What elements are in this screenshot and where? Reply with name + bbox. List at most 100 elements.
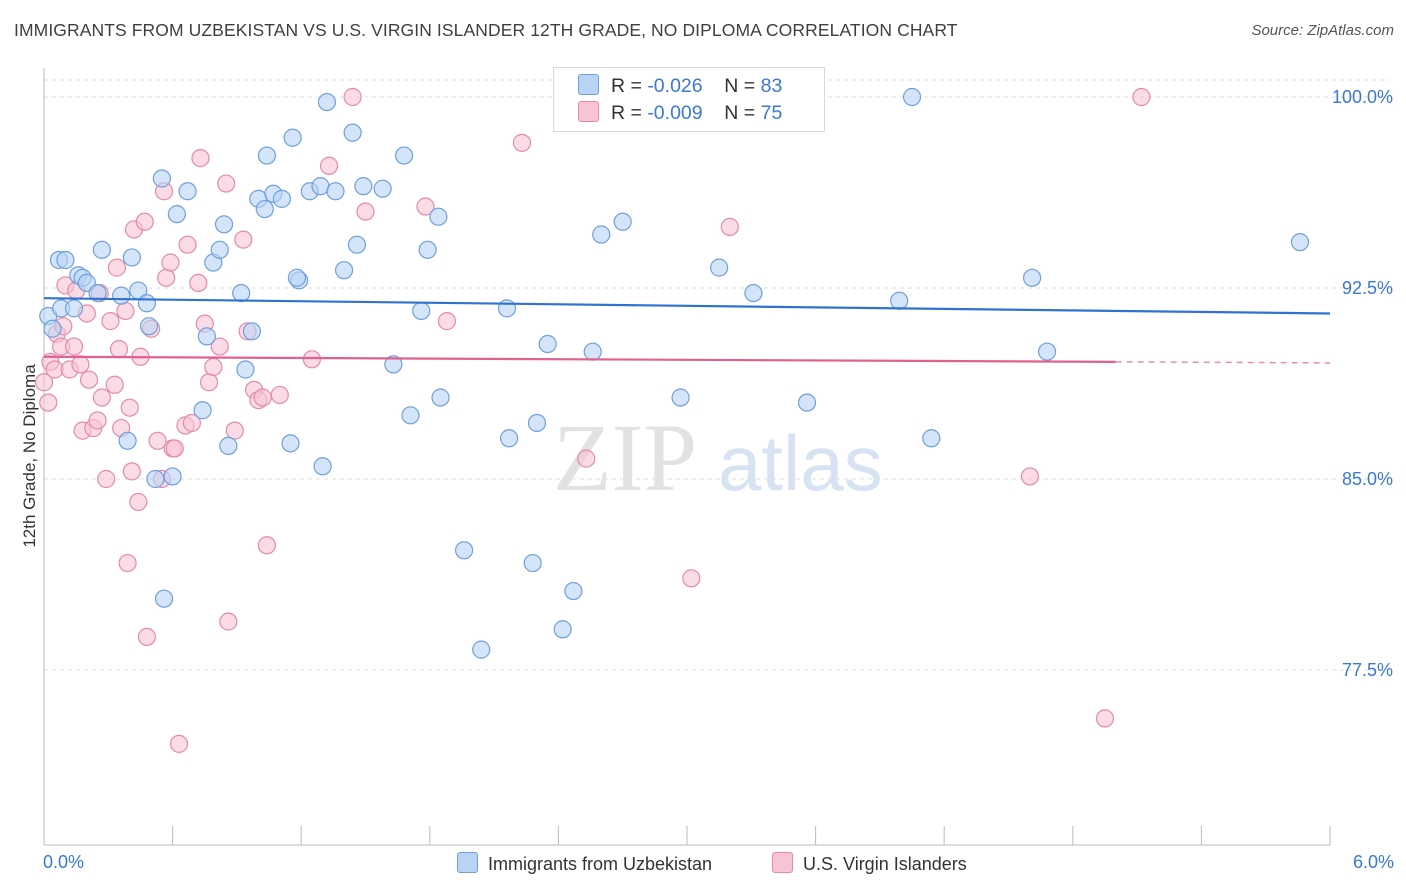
point-uzbekistan xyxy=(219,436,238,455)
legend-item-virgin-islanders: U.S. Virgin Islanders xyxy=(772,852,967,875)
y-tick-label: 77.5% xyxy=(1342,660,1393,680)
point-virgin-islanders xyxy=(302,350,322,369)
point-uzbekistan xyxy=(283,128,302,147)
point-virgin-islanders xyxy=(71,355,90,374)
point-uzbekistan xyxy=(272,189,292,208)
series-virgin-islanders-points xyxy=(34,87,1151,753)
point-uzbekistan xyxy=(112,286,131,305)
point-uzbekistan xyxy=(326,182,345,201)
point-virgin-islanders xyxy=(512,133,532,152)
point-virgin-islanders xyxy=(1132,87,1151,107)
point-uzbekistan xyxy=(613,212,632,231)
point-uzbekistan xyxy=(354,177,373,196)
trend-line-virgin-islanders-extension xyxy=(1115,361,1331,364)
point-virgin-islanders xyxy=(88,411,107,430)
point-uzbekistan xyxy=(139,317,159,336)
point-uzbekistan xyxy=(922,429,941,448)
point-virgin-islanders xyxy=(137,627,156,646)
trend-lines xyxy=(43,297,1331,364)
point-virgin-islanders xyxy=(79,370,99,389)
point-uzbekistan xyxy=(890,291,909,310)
point-virgin-islanders xyxy=(97,469,116,489)
axes xyxy=(43,68,1331,846)
point-uzbekistan xyxy=(257,146,277,165)
point-virgin-islanders xyxy=(148,431,167,450)
point-uzbekistan xyxy=(236,360,255,379)
point-uzbekistan xyxy=(902,87,922,107)
series-uzbekistan-points xyxy=(39,87,1310,659)
point-virgin-islanders xyxy=(217,174,236,193)
chart-title: IMMIGRANTS FROM UZBEKISTAN VS U.S. VIRGI… xyxy=(14,20,958,40)
point-uzbekistan xyxy=(255,199,274,219)
point-uzbekistan xyxy=(232,283,251,303)
point-virgin-islanders xyxy=(1095,709,1115,728)
point-virgin-islanders xyxy=(720,217,739,236)
point-uzbekistan xyxy=(152,169,171,188)
point-uzbekistan xyxy=(472,640,491,659)
point-uzbekistan xyxy=(88,283,107,303)
point-virgin-islanders xyxy=(116,301,135,321)
point-virgin-islanders xyxy=(253,388,272,407)
trend-line-uzbekistan xyxy=(43,297,1331,315)
point-uzbekistan xyxy=(210,240,229,259)
n-value-virgin-islanders: 75 xyxy=(760,102,783,124)
point-uzbekistan xyxy=(527,413,547,433)
legend-swatch-virgin-islanders xyxy=(772,852,793,873)
point-virgin-islanders xyxy=(101,312,120,331)
point-virgin-islanders xyxy=(219,612,238,631)
point-virgin-islanders xyxy=(105,375,124,394)
point-uzbekistan xyxy=(197,327,216,346)
point-uzbekistan xyxy=(43,319,62,338)
point-virgin-islanders xyxy=(225,421,244,440)
point-virgin-islanders xyxy=(39,393,58,412)
point-uzbekistan xyxy=(429,207,448,226)
point-uzbekistan xyxy=(118,431,137,450)
point-uzbekistan xyxy=(287,268,307,287)
point-virgin-islanders xyxy=(107,258,126,277)
point-virgin-islanders xyxy=(135,212,154,231)
point-uzbekistan xyxy=(1022,268,1042,287)
point-uzbekistan xyxy=(64,299,84,318)
y-tick-label: 85.0% xyxy=(1342,469,1393,489)
point-virgin-islanders xyxy=(92,388,111,407)
point-uzbekistan xyxy=(373,179,392,198)
point-virgin-islanders xyxy=(122,462,141,481)
point-uzbekistan xyxy=(538,334,557,354)
point-virgin-islanders xyxy=(191,149,210,168)
x-tick-right: 6.0% xyxy=(1352,852,1394,872)
point-uzbekistan xyxy=(343,123,362,142)
point-uzbekistan xyxy=(281,434,300,453)
stats-legend: R = -0.026 N = 83 R = -0.009 N = 75 xyxy=(553,67,825,132)
legend-label-uzbekistan: Immigrants from Uzbekistan xyxy=(488,854,713,874)
point-uzbekistan xyxy=(523,553,542,573)
point-uzbekistan xyxy=(564,581,583,601)
point-virgin-islanders xyxy=(118,553,137,573)
point-uzbekistan xyxy=(1037,342,1057,361)
point-virgin-islanders xyxy=(210,337,229,356)
point-virgin-islanders xyxy=(204,357,223,377)
point-virgin-islanders xyxy=(34,373,54,392)
legend-swatch-uzbekistan xyxy=(457,852,478,873)
n-label: N = xyxy=(724,102,756,124)
point-virgin-islanders xyxy=(270,385,289,405)
swatch-virgin-islanders xyxy=(578,101,599,122)
point-virgin-islanders xyxy=(64,337,84,356)
point-virgin-islanders xyxy=(682,569,701,588)
swatch-uzbekistan xyxy=(578,74,599,95)
point-virgin-islanders xyxy=(182,413,201,433)
point-virgin-islanders xyxy=(178,235,197,254)
point-uzbekistan xyxy=(122,248,141,267)
point-uzbekistan xyxy=(710,258,729,277)
point-uzbekistan xyxy=(401,406,420,425)
n-value-uzbekistan: 83 xyxy=(760,75,783,97)
trend-line-virgin-islanders xyxy=(43,355,1116,363)
legend-label-virgin-islanders: U.S. Virgin Islanders xyxy=(803,854,967,874)
point-uzbekistan xyxy=(137,294,156,313)
point-virgin-islanders xyxy=(165,439,184,458)
stats-row-uzbekistan: R = -0.026 N = 83 xyxy=(578,74,782,98)
point-virgin-islanders xyxy=(109,340,129,359)
point-uzbekistan xyxy=(671,388,690,407)
point-uzbekistan xyxy=(193,401,212,420)
point-uzbekistan xyxy=(454,541,474,560)
